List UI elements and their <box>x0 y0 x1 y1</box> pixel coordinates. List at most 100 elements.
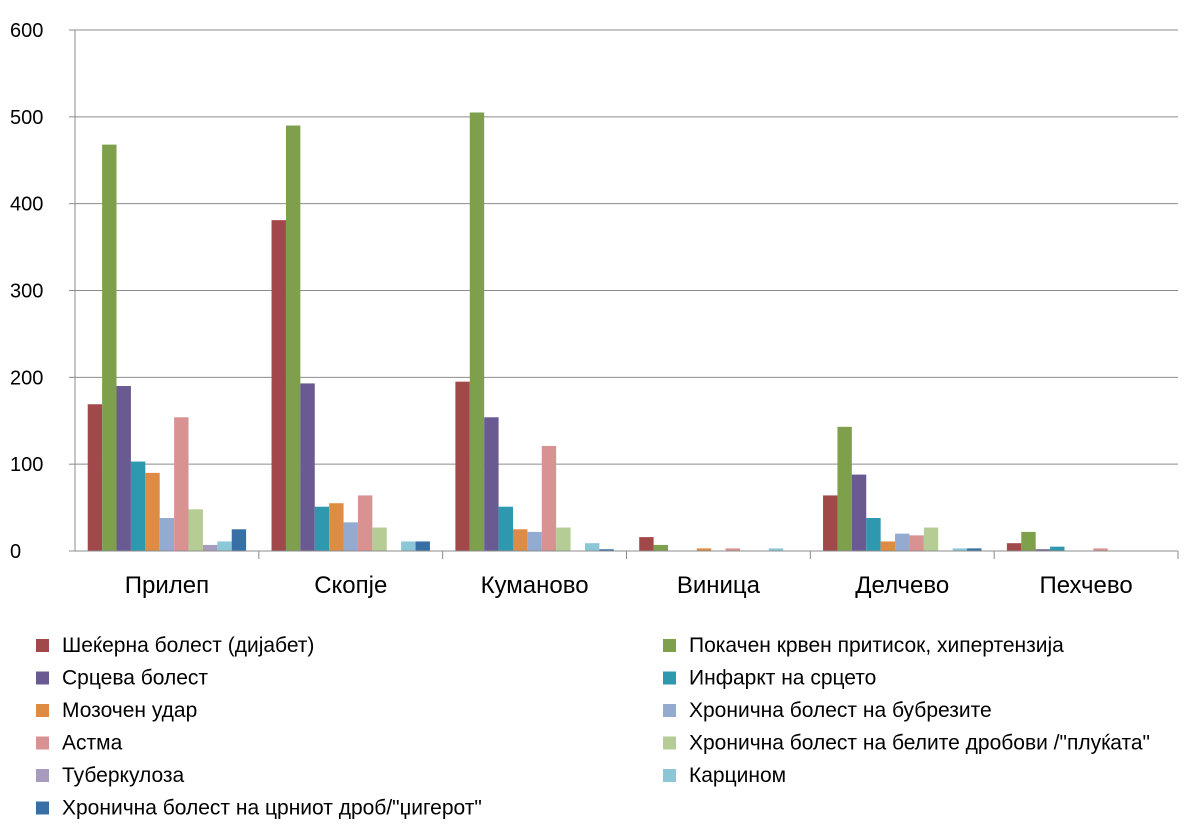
legend-item: Хронична болест на црниот дроб/"џигерот" <box>36 797 482 820</box>
bar <box>823 495 838 551</box>
legend-swatch <box>36 639 49 652</box>
bar <box>372 527 387 551</box>
y-tick-label: 0 <box>10 541 21 563</box>
legend-label: Туберкулоза <box>62 764 185 787</box>
legend-swatch <box>663 639 676 652</box>
bar <box>415 541 430 551</box>
bar <box>837 426 852 551</box>
legend-label: Хронична болест на бубрезите <box>689 699 992 722</box>
x-category-label: Скопје <box>314 572 387 599</box>
x-axis-categories: Прилеп Скопје Куманово Виница Делчево Пехчево <box>125 551 1179 599</box>
y-tick-label: 600 <box>10 20 43 42</box>
bar <box>102 144 117 551</box>
legend-swatch <box>663 736 676 750</box>
bar <box>1006 543 1022 551</box>
y-axis-ticks: 0 100 200 300 400 500 600 <box>10 20 75 563</box>
bar <box>1050 546 1065 551</box>
bar <box>455 381 470 551</box>
bar <box>1035 549 1051 551</box>
bar <box>952 548 968 551</box>
legend-item: Покачен крвен притисок, хипертензија <box>663 634 1064 657</box>
legend-item: Хронична болест на бубрезите <box>663 699 992 722</box>
bar <box>880 541 896 551</box>
legend-swatch <box>36 769 49 782</box>
bar <box>217 541 232 551</box>
bar <box>285 125 301 552</box>
legend-swatch <box>36 704 49 717</box>
bar <box>87 404 103 551</box>
bar <box>469 112 485 551</box>
legend-item: Хронична болест на белите дробови /"плуќ… <box>663 732 1150 755</box>
legend-swatch <box>36 671 49 685</box>
legend-label: Покачен крвен притисок, хипертензија <box>689 634 1064 657</box>
x-category-label: Пехчево <box>1039 572 1132 599</box>
bar <box>202 544 218 551</box>
bar <box>300 383 315 551</box>
legend-label: Шеќерна болест (дијабет) <box>62 634 314 657</box>
bar <box>498 506 513 551</box>
legend-label: Мозочен удар <box>62 699 197 722</box>
gridlines <box>75 29 1178 465</box>
bar <box>329 503 344 551</box>
bar <box>866 518 881 551</box>
bar <box>343 522 358 551</box>
bar <box>768 548 784 551</box>
legend-item: Карцином <box>663 764 786 787</box>
bar <box>231 529 247 551</box>
legend: Шеќерна болест (дијабет) Покачен крвен пр… <box>36 634 1150 820</box>
y-tick-label: 100 <box>10 454 43 476</box>
bar <box>314 506 330 551</box>
bar <box>130 461 146 551</box>
legend-label: Карцином <box>689 764 786 787</box>
bar <box>116 386 131 551</box>
bar <box>967 548 982 551</box>
bar <box>512 529 528 551</box>
legend-item: Мозочен удар <box>36 699 197 722</box>
legend-swatch <box>36 736 49 750</box>
bar <box>541 445 557 551</box>
bar <box>923 527 939 551</box>
bar <box>357 495 373 551</box>
bar <box>851 474 867 551</box>
legend-swatch <box>663 704 676 717</box>
bar <box>599 549 614 551</box>
bar <box>271 220 286 552</box>
legend-swatch <box>663 769 676 782</box>
x-category-label: Куманово <box>481 572 589 599</box>
bar <box>909 535 924 551</box>
bar <box>653 544 669 551</box>
bar <box>527 531 542 551</box>
bar <box>188 509 203 551</box>
bar <box>725 548 741 551</box>
legend-item: Туберкулоза <box>36 764 185 787</box>
legend-item: Инфаркт на срцето <box>663 667 876 690</box>
bar <box>401 541 416 551</box>
bar <box>556 527 571 551</box>
x-category-label: Прилеп <box>125 572 209 599</box>
y-tick-label: 300 <box>10 281 43 303</box>
bar <box>174 417 189 551</box>
legend-item: Шеќерна болест (дијабет) <box>36 634 314 657</box>
bar <box>159 518 175 551</box>
bar <box>1093 548 1108 551</box>
bar <box>639 537 654 551</box>
legend-label: Хронична болест на црниот дроб/"џигерот" <box>62 797 482 820</box>
legend-label: Инфаркт на срцето <box>689 667 876 690</box>
bar <box>484 417 499 551</box>
bar <box>895 533 910 551</box>
y-tick-label: 500 <box>10 107 43 129</box>
legend-swatch <box>663 671 676 685</box>
legend-item: Срцева болест <box>36 667 208 690</box>
x-category-label: Делчево <box>855 572 949 599</box>
y-tick-label: 400 <box>10 194 43 216</box>
legend-label: Астма <box>62 732 123 755</box>
bars <box>87 112 1108 552</box>
legend-label: Хронична болест на белите дробови /"плуќ… <box>689 732 1150 755</box>
bar <box>145 472 160 551</box>
bar <box>696 548 712 551</box>
bar <box>584 543 600 551</box>
legend-swatch <box>36 801 49 815</box>
y-tick-label: 200 <box>10 367 43 389</box>
bar <box>1021 531 1036 551</box>
